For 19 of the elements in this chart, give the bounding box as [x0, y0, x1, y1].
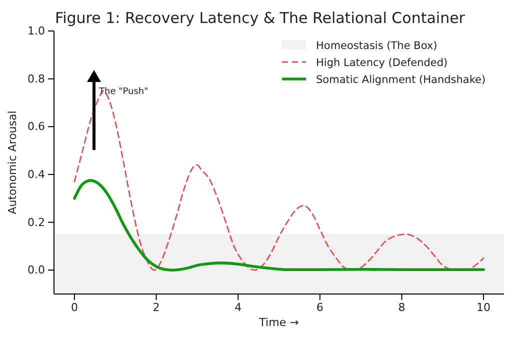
x-tick-label: 4 [234, 300, 242, 314]
y-tick-label: 0.0 [28, 264, 45, 277]
legend-label: Homeostasis (The Box) [316, 40, 438, 52]
legend-label: High Latency (Defended) [316, 57, 448, 69]
chart-title: Figure 1: Recovery Latency & The Relational Container [55, 9, 466, 27]
y-tick-label: 0.6 [28, 120, 45, 134]
x-tick-label: 10 [476, 300, 491, 314]
x-tick-label: 8 [398, 300, 406, 314]
x-tick-label: 0 [70, 300, 78, 314]
line-series [73, 179, 485, 272]
y-axis-title: Autonomic Arousal [6, 110, 19, 214]
y-tick-label: 0.4 [28, 168, 45, 181]
x-tick-label: 2 [152, 300, 160, 314]
y-tick-label: 0.8 [28, 72, 45, 86]
y-tick-label: 1.0 [28, 24, 45, 38]
y-tick-label: 0.2 [28, 216, 45, 229]
legend-label: Somatic Alignment (Handshake) [316, 74, 486, 86]
x-axis-title: Time → [258, 316, 299, 329]
x-tick-label: 6 [316, 300, 324, 314]
